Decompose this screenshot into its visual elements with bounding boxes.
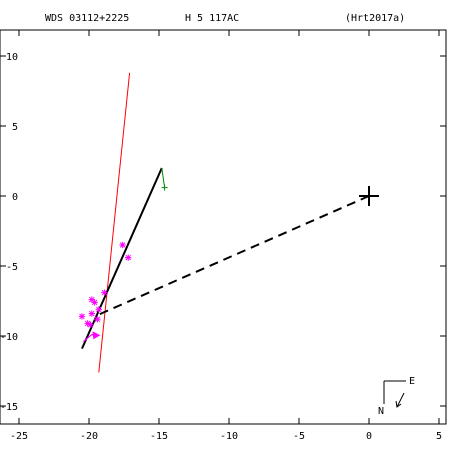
compass-direction-arrowhead [395, 400, 402, 408]
y-axis: 10 5 0 -5 -10 -15 [0, 52, 446, 413]
x-tick-label: 0 [366, 431, 372, 442]
radius-vector [94, 195, 370, 318]
compass-east-label: E [409, 376, 415, 387]
observation-point [125, 254, 132, 261]
predicted-residual [161, 167, 166, 188]
line-of-nodes [98, 72, 131, 373]
x-tick-label: -10 [220, 431, 238, 442]
x-axis: -25 -20 -15 -10 -5 0 5 [10, 30, 442, 442]
observation-point [91, 299, 98, 306]
observation-point [87, 321, 94, 328]
observation-point [78, 313, 86, 320]
motion-arrowhead [92, 331, 101, 340]
plot-frame [0, 29, 447, 425]
x-tick-label: -20 [80, 431, 98, 442]
y-tick-label: 10 [6, 52, 18, 63]
discoverer-label: H 5 117AC [185, 13, 239, 24]
predicted-position [161, 167, 168, 191]
x-tick-label: -15 [150, 431, 168, 442]
wds-label: WDS 03112+2225 [45, 13, 129, 24]
y-tick-label: -10 [0, 332, 18, 343]
orbit-fit-line [81, 167, 163, 350]
y-tick-label: 0 [12, 192, 18, 203]
y-tick-label: -15 [0, 402, 18, 413]
y-tick-label: 5 [12, 122, 18, 133]
compass: E N [378, 376, 415, 417]
observation-point [88, 310, 95, 317]
observations [78, 241, 132, 328]
observation-point [101, 289, 108, 296]
x-tick-label: -5 [293, 431, 305, 442]
compass-direction-arrow [396, 392, 405, 408]
reference-label: (Hrt2017a) [345, 13, 405, 24]
x-tick-label: -25 [10, 431, 28, 442]
observation-point [94, 316, 101, 323]
observation-point [119, 241, 126, 249]
compass-north-label: N [378, 406, 384, 417]
x-tick-label: 5 [436, 431, 442, 442]
primary-star-marker [359, 186, 379, 206]
observation-point [95, 306, 102, 313]
y-tick-label: -5 [6, 262, 18, 273]
